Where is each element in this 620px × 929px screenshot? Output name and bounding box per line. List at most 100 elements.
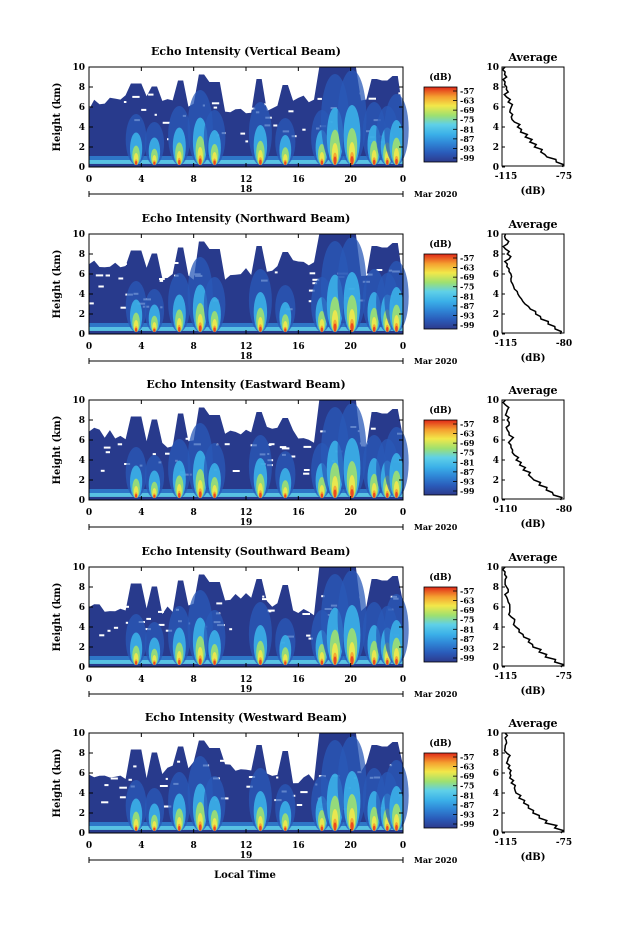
average-title: Average bbox=[507, 218, 557, 231]
echo-column bbox=[135, 328, 138, 332]
average-x-tick-label: -110 bbox=[495, 505, 518, 515]
echo-column bbox=[135, 161, 138, 165]
missing-data-speck bbox=[376, 269, 383, 271]
y-axis-label: Height (km) bbox=[52, 83, 63, 152]
y-axis-label: Height (km) bbox=[52, 416, 63, 485]
colorbar-tick-label: -93 bbox=[460, 809, 475, 819]
colorbar bbox=[423, 586, 458, 663]
colorbar-unit: (dB) bbox=[429, 738, 451, 749]
missing-data-speck bbox=[163, 269, 167, 272]
colorbar-tick-label: -69 bbox=[460, 438, 475, 448]
missing-data-speck bbox=[211, 102, 220, 105]
colorbar bbox=[423, 752, 458, 829]
missing-data-speck bbox=[220, 759, 227, 762]
missing-data-speck bbox=[213, 106, 218, 109]
average-x-axis-label: (dB) bbox=[521, 353, 546, 364]
colorbar-tick-label: -57 bbox=[460, 752, 474, 762]
colorbar-tick-label: -81 bbox=[460, 624, 474, 634]
echo-column bbox=[135, 494, 138, 498]
missing-data-speck bbox=[241, 261, 250, 264]
echo-column bbox=[320, 160, 324, 166]
y-tick-label: 0 bbox=[79, 829, 85, 839]
echo-column bbox=[178, 327, 181, 332]
missing-data-speck bbox=[161, 766, 166, 769]
echo-column bbox=[153, 328, 156, 332]
missing-data-speck bbox=[242, 107, 247, 110]
echo-column bbox=[372, 326, 376, 332]
colorbar bbox=[423, 419, 458, 496]
average-y-tick-label: 4 bbox=[493, 789, 499, 799]
colorbar-tick-label: -75 bbox=[460, 615, 474, 625]
missing-data-speck bbox=[158, 623, 165, 626]
y-tick-label: 6 bbox=[79, 603, 85, 613]
average-y-tick-label: 8 bbox=[493, 250, 499, 260]
no-data-region bbox=[89, 567, 403, 616]
echo-column bbox=[198, 658, 202, 665]
y-tick-label: 10 bbox=[72, 230, 85, 240]
panel-4: Echo Intensity (Westward Beam) 0 2 4 6 8 10 Hei… bbox=[52, 711, 572, 865]
x-tick-label: 20 bbox=[344, 841, 357, 851]
missing-data-speck bbox=[105, 274, 110, 277]
month-label: Mar 2020 bbox=[414, 356, 458, 366]
missing-data-speck bbox=[99, 634, 105, 637]
missing-data-speck bbox=[89, 302, 94, 305]
colorbar-tick-label: -87 bbox=[460, 800, 474, 810]
colorbar-tick-label: -81 bbox=[460, 291, 474, 301]
colorbar-tick-label: -93 bbox=[460, 643, 475, 653]
missing-data-speck bbox=[98, 595, 102, 597]
x-axis-label: Local Time bbox=[214, 870, 276, 881]
missing-data-speck bbox=[146, 617, 151, 620]
missing-data-speck bbox=[306, 634, 311, 637]
echo-column bbox=[372, 159, 376, 165]
missing-data-speck bbox=[132, 95, 140, 98]
boundary-layer-core bbox=[89, 327, 403, 331]
average-frame bbox=[501, 233, 565, 334]
average-frame bbox=[501, 566, 565, 667]
echo-column bbox=[178, 826, 181, 831]
x-tick-label: 12 bbox=[240, 675, 253, 685]
missing-data-speck bbox=[312, 282, 318, 285]
echo-column bbox=[259, 659, 262, 665]
echo-column bbox=[333, 323, 337, 333]
missing-data-speck bbox=[163, 805, 172, 808]
missing-data-speck bbox=[141, 108, 147, 111]
missing-data-speck bbox=[240, 132, 246, 135]
y-tick-label: 0 bbox=[79, 163, 85, 173]
echo-column bbox=[213, 327, 216, 333]
y-tick-label: 4 bbox=[79, 789, 85, 799]
average-y-tick-label: 8 bbox=[493, 83, 499, 93]
average-title: Average bbox=[507, 51, 557, 64]
echo-column bbox=[350, 323, 354, 332]
missing-data-speck bbox=[125, 621, 129, 624]
no-data-region bbox=[89, 67, 403, 114]
colorbar-unit: (dB) bbox=[429, 572, 451, 583]
average-y-tick-label: 6 bbox=[493, 270, 499, 280]
average-y-tick-label: 2 bbox=[493, 809, 499, 819]
colorbar-tick-label: -69 bbox=[460, 272, 475, 282]
echo-column bbox=[333, 822, 337, 831]
x-tick-label: 8 bbox=[191, 508, 197, 518]
x-tick-label: 0 bbox=[400, 841, 406, 851]
average-x-tick-label: -115 bbox=[495, 172, 518, 182]
missing-data-speck bbox=[321, 595, 325, 598]
y-tick-label: 4 bbox=[79, 623, 85, 633]
boundary-layer-core bbox=[89, 660, 403, 664]
echo-column bbox=[386, 493, 389, 498]
missing-data-speck bbox=[133, 765, 137, 768]
average-y-tick-label: 2 bbox=[493, 143, 499, 153]
echo-column bbox=[320, 660, 324, 666]
echo-column bbox=[395, 824, 398, 832]
average-x-axis-label: (dB) bbox=[521, 686, 546, 697]
echo-column bbox=[259, 492, 262, 498]
colorbar-tick-label: -81 bbox=[460, 124, 474, 134]
missing-data-speck bbox=[262, 595, 265, 598]
colorbar-unit: (dB) bbox=[429, 239, 451, 250]
average-x-tick-label: -80 bbox=[556, 505, 572, 515]
missing-data-speck bbox=[106, 604, 111, 607]
x-tick-label: 4 bbox=[138, 841, 144, 851]
average-y-tick-label: 8 bbox=[493, 416, 499, 426]
colorbar-tick-label: -99 bbox=[460, 486, 475, 496]
colorbar-tick-label: -99 bbox=[460, 653, 475, 663]
missing-data-speck bbox=[165, 777, 168, 780]
average-x-tick-label: -80 bbox=[556, 339, 572, 349]
